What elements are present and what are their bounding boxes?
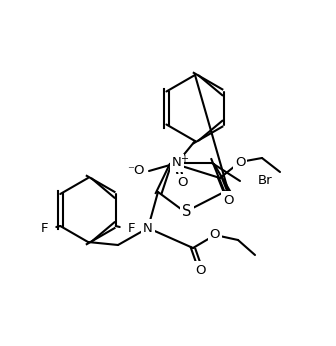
Text: F: F xyxy=(128,222,135,236)
Text: O: O xyxy=(235,155,245,169)
Text: N: N xyxy=(143,221,153,235)
Text: F: F xyxy=(41,222,48,236)
Text: N: N xyxy=(172,156,182,170)
Text: ⁻O: ⁻O xyxy=(127,164,145,177)
Text: S: S xyxy=(182,204,192,219)
Text: +: + xyxy=(180,154,188,164)
Text: Br: Br xyxy=(258,174,272,188)
Text: O: O xyxy=(177,176,187,190)
Text: O: O xyxy=(210,228,220,242)
Text: O: O xyxy=(195,264,205,276)
Text: O: O xyxy=(223,193,233,207)
